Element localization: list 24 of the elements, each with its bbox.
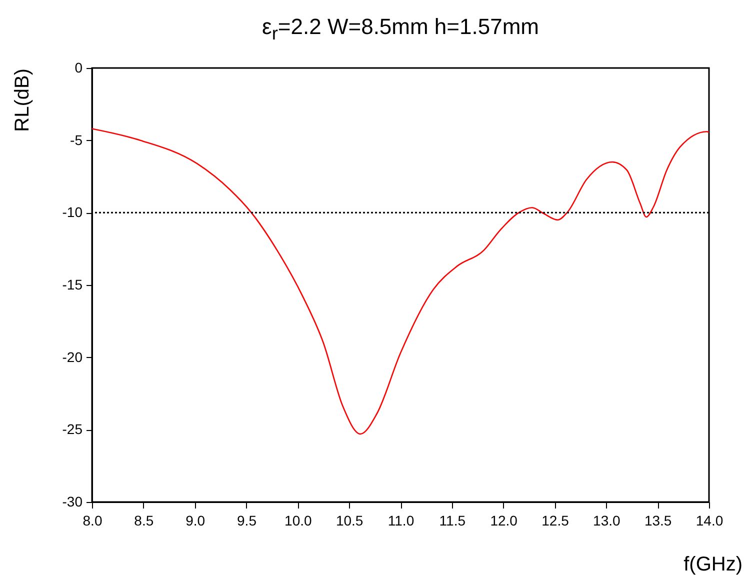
y-axis-title: RL(dB) — [12, 68, 34, 132]
x-tick-label: 12.0 — [490, 512, 518, 528]
x-tick-label: 12.5 — [542, 512, 570, 528]
x-tick-label: 10.0 — [284, 512, 312, 528]
x-tick-label: 14.0 — [696, 512, 724, 528]
y-tick-label: -15 — [62, 276, 83, 292]
y-tick-label: -10 — [62, 204, 83, 220]
x-tick-label: 9.0 — [186, 512, 206, 528]
y-tick-label: -5 — [70, 132, 83, 148]
y-tick-label: -20 — [62, 348, 83, 365]
x-tick-label: 13.5 — [644, 512, 672, 528]
y-tick-label: -30 — [62, 494, 83, 510]
x-tick-label: 13.0 — [593, 512, 621, 528]
x-tick-label: 8.5 — [134, 512, 154, 528]
y-tick-label: 0 — [74, 60, 83, 76]
x-tick-label: 10.5 — [336, 512, 364, 528]
x-tick-label: 9.5 — [237, 512, 257, 528]
chart-title: ε$_{r}$=2.2 W=8.5mm h=1.57mm — [261, 14, 540, 44]
x-tick-label: 8.0 — [82, 512, 102, 528]
x-axis-title: f(GHz) — [684, 554, 742, 575]
line-series — [92, 128, 709, 435]
x-tick-label: 11.0 — [388, 512, 414, 528]
y-tick-label: -25 — [62, 421, 83, 438]
x-tick-label: 11.5 — [439, 512, 466, 528]
